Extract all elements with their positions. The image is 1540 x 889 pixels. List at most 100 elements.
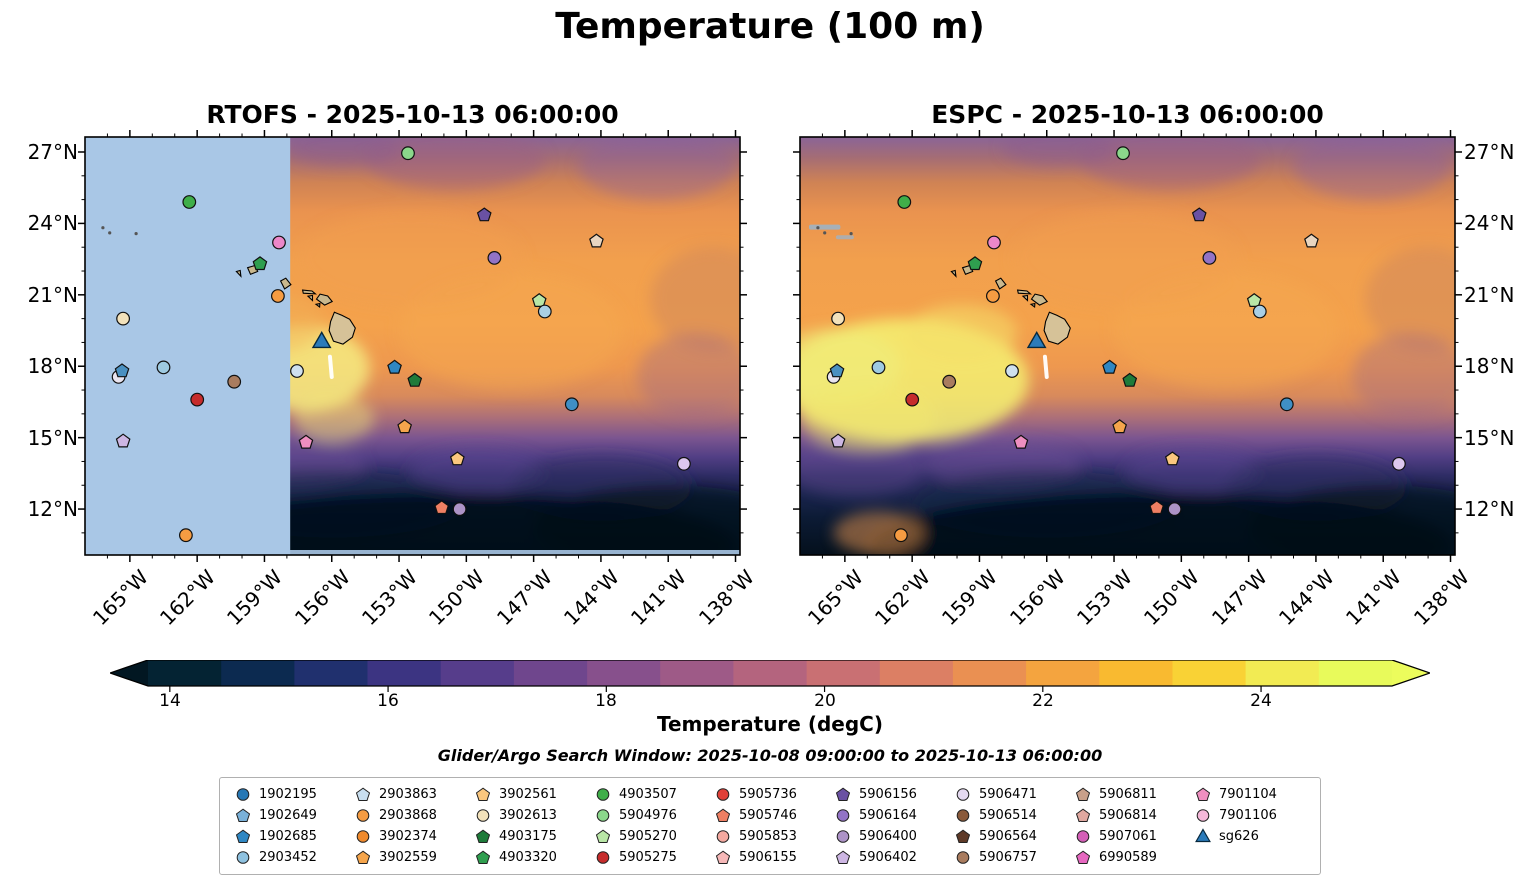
legend-entry-5906402: 5906402 <box>834 849 946 866</box>
circle-marker-icon <box>596 788 610 801</box>
legend-column: 5905736 5905746 5905853 5906155 <box>714 786 826 866</box>
lat-tick-label: 24°N <box>27 211 78 235</box>
argo-float-marker <box>156 360 171 375</box>
lon-tick-label: 144°W <box>558 565 624 631</box>
argo-float-marker <box>1392 456 1406 471</box>
legend-entry-label: 5906814 <box>1099 808 1157 823</box>
legend-entry-label: 5906564 <box>979 829 1037 844</box>
legend-entry-label: 1902685 <box>259 829 317 844</box>
legend-entry-label: 5906402 <box>859 850 917 865</box>
lon-tick-label: 150°W <box>1138 565 1204 631</box>
legend-entry-label: 3902559 <box>379 850 437 865</box>
islet-dot <box>816 226 820 230</box>
legend-entry-2903863: 2903863 <box>354 786 466 803</box>
islet-dot <box>823 231 827 235</box>
legend-column: 2903863 2903868 3902374 3902559 <box>354 786 466 866</box>
legend-entry-label: 3902374 <box>379 829 437 844</box>
legend-entry-label: 5906164 <box>859 808 917 823</box>
lon-tick-label: 165°W <box>802 565 868 631</box>
colorbar-tick-label: 16 <box>377 691 399 711</box>
legend-entry-5906811: 5906811 <box>1074 786 1186 803</box>
legend-entry-3902559: 3902559 <box>354 849 466 866</box>
argo-float-marker <box>116 311 130 326</box>
lon-tick-label: 159°W <box>936 565 1002 631</box>
legend-entry-5906564: 5906564 <box>954 828 1066 845</box>
legend-column: 5906471 5906514 5906564 5906757 <box>954 786 1066 866</box>
legend-entry-3902613: 3902613 <box>474 807 586 824</box>
espc-panel-title: ESPC - 2025-10-13 06:00:00 <box>931 100 1324 129</box>
lon-tick-label: 147°W <box>1206 565 1272 631</box>
legend-entry-1902649: 1902649 <box>234 807 346 824</box>
colorbar <box>107 659 1433 694</box>
legend-entry-7901106: 7901106 <box>1194 807 1306 824</box>
argo-float-marker <box>487 250 502 265</box>
legend-entry-5906155: 5906155 <box>714 849 826 866</box>
colorbar-tick-label: 14 <box>159 691 181 711</box>
argo-float-marker <box>1252 304 1267 319</box>
legend-column: 3902561 3902613 4903175 4903320 <box>474 786 586 866</box>
circle-marker-icon <box>596 851 610 864</box>
legend-entry-1902195: 1902195 <box>234 786 346 803</box>
lon-tick-label: 138°W <box>1408 565 1474 631</box>
legend-entry-label: 5905746 <box>739 808 797 823</box>
lat-tick-label: 15°N <box>1464 426 1515 450</box>
legend-entry-5906156: 5906156 <box>834 786 946 803</box>
argo-float-marker <box>227 374 242 389</box>
legend-entry-label: 5906156 <box>859 787 917 802</box>
circle-marker-icon <box>956 788 970 801</box>
legend-entry-label: 5906811 <box>1099 787 1157 802</box>
lon-tick-label: 147°W <box>491 565 557 631</box>
lat-tick-label: 24°N <box>1464 211 1515 235</box>
legend-entry-3902374: 3902374 <box>354 828 466 845</box>
argo-float-marker <box>987 235 1001 250</box>
argo-float-marker <box>831 311 845 326</box>
circle-marker-icon <box>956 809 970 822</box>
legend-entry-5906814: 5906814 <box>1074 807 1186 824</box>
legend-entry-5905736: 5905736 <box>714 786 826 803</box>
legend-entry-label: 4903175 <box>499 829 557 844</box>
argo-float-marker <box>401 146 415 161</box>
circle-marker-icon <box>1076 830 1090 843</box>
circle-marker-icon <box>1196 809 1210 822</box>
lon-tick-label: 150°W <box>423 565 489 631</box>
rtofs-temperature-field <box>85 137 740 555</box>
lon-tick-label: 153°W <box>1071 565 1137 631</box>
argo-float-marker <box>452 502 467 517</box>
pentagon-marker-icon <box>355 787 371 801</box>
argo-float-marker <box>985 289 1000 303</box>
legend-entry-5905746: 5905746 <box>714 807 826 824</box>
legend-entry-label: 5907061 <box>1099 829 1157 844</box>
legend-entry-label: 5906471 <box>979 787 1037 802</box>
argo-float-marker <box>290 364 304 378</box>
pentagon-marker-icon <box>1195 787 1211 801</box>
legend-entry-3902561: 3902561 <box>474 786 586 803</box>
lat-tick-label: 18°N <box>1464 354 1515 378</box>
legend-column: 1902195 1902649 1902685 2903452 <box>234 786 346 866</box>
argo-float-marker <box>1279 397 1294 412</box>
legend-entry-4903507: 4903507 <box>594 786 706 803</box>
argo-float-marker <box>905 392 920 407</box>
legend-entry-label: 1902195 <box>259 787 317 802</box>
islet-dot <box>849 232 853 236</box>
legend-entry-6990589: 6990589 <box>1074 849 1186 866</box>
legend-entry-5906164: 5906164 <box>834 807 946 824</box>
lon-tick-label: 159°W <box>221 565 287 631</box>
pentagon-marker-icon <box>475 850 491 864</box>
legend-entry-5907061: 5907061 <box>1074 828 1186 845</box>
legend-entry-5906471: 5906471 <box>954 786 1066 803</box>
legend-entry-4903320: 4903320 <box>474 849 586 866</box>
pentagon-marker-icon <box>1075 850 1091 864</box>
legend-entry-label: 2903868 <box>379 808 437 823</box>
pentagon-marker-icon <box>1075 808 1091 822</box>
glider-track <box>327 354 334 379</box>
legend-entry-label: 5906155 <box>739 850 797 865</box>
circle-marker-icon <box>716 788 730 801</box>
rtofs-panel-title: RTOFS - 2025-10-13 06:00:00 <box>206 100 619 129</box>
legend-entry-2903868: 2903868 <box>354 807 466 824</box>
argo-float-marker <box>1167 502 1182 517</box>
legend-entry-5906514: 5906514 <box>954 807 1066 824</box>
espc-map-panel <box>800 137 1455 555</box>
legend-entry-label: 1902649 <box>259 808 317 823</box>
pentagon-marker-icon <box>835 787 851 801</box>
